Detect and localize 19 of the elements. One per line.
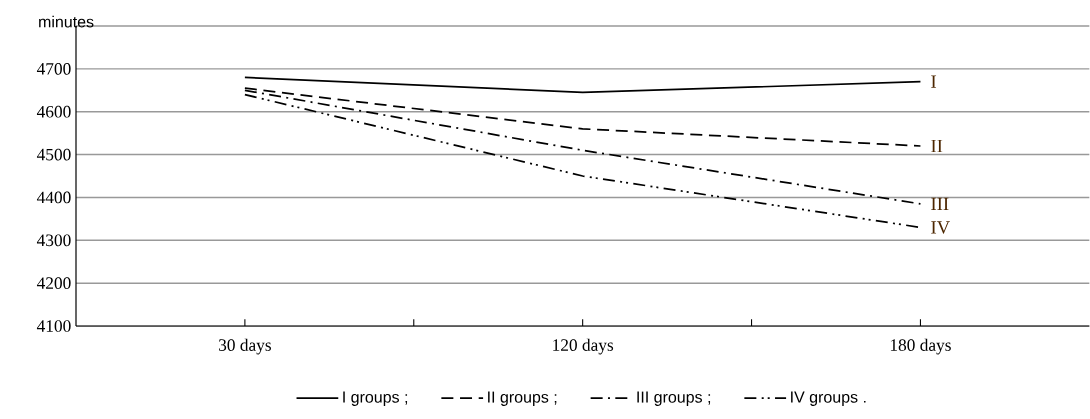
y-tick-label: 4300 bbox=[36, 234, 71, 247]
legend-label: I groups ; bbox=[343, 391, 408, 406]
annotation: III bbox=[931, 197, 949, 210]
x-tick-label: 30 days bbox=[219, 338, 271, 355]
annotation: II bbox=[931, 139, 943, 153]
legend-label: II groups ; bbox=[488, 391, 557, 406]
legend-label: III groups ; bbox=[637, 391, 711, 406]
y-axis-title: minutes bbox=[39, 15, 94, 28]
y-tick-label: 4200 bbox=[36, 277, 71, 289]
y-tick-label: 4700 bbox=[36, 63, 71, 75]
x-tick-label: 120 days bbox=[553, 338, 614, 355]
annotation: I bbox=[931, 75, 937, 88]
legend-label: IV groups . bbox=[791, 391, 866, 406]
annotation: IV bbox=[931, 221, 950, 234]
y-tick-label: 4600 bbox=[36, 105, 71, 118]
y-tick-label: 4400 bbox=[36, 191, 71, 204]
y-tick-label: 4500 bbox=[36, 148, 71, 161]
y-tick-label: 4100 bbox=[36, 320, 71, 332]
x-tick-label: 180 days bbox=[890, 338, 951, 355]
